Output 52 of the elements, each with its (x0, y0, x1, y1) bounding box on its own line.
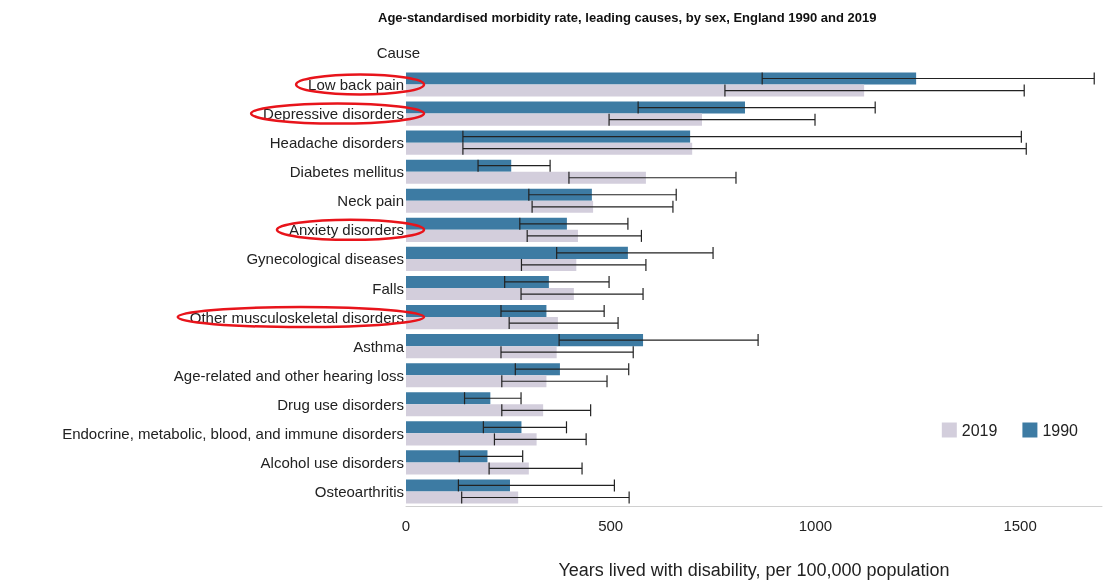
bar (406, 217, 567, 230)
bar (406, 113, 702, 126)
bar (406, 101, 745, 114)
bar (406, 188, 592, 201)
bar (406, 275, 549, 288)
y-tick-label: Low back pain (308, 76, 404, 94)
bar (406, 258, 577, 271)
bar (406, 346, 557, 359)
bar (406, 288, 574, 301)
y-tick-label: Falls (372, 279, 404, 297)
bar (406, 171, 646, 184)
bar (406, 433, 537, 446)
bar (406, 317, 558, 330)
bar (406, 404, 544, 417)
bar (406, 246, 628, 259)
legend-label: 1990 (1042, 421, 1079, 439)
legend-label: 2019 (961, 421, 998, 439)
bar (406, 72, 917, 85)
y-tick-label: Age-related and other hearing loss (173, 366, 404, 384)
bar (406, 159, 512, 172)
y-tick-label: Alcohol use disorders (260, 453, 404, 471)
bar (406, 479, 510, 492)
x-tick-label: 1500 (1003, 517, 1037, 534)
bar (406, 421, 522, 434)
x-tick-label: 500 (598, 517, 624, 534)
x-axis-title: Years lived with disability, per 100,000 population (558, 560, 950, 580)
x-tick-label: 0 (401, 517, 411, 534)
y-tick-label: Headache disorders (269, 134, 404, 152)
y-tick-label: Endocrine, metabolic, blood, and immune disorders (62, 424, 404, 442)
y-tick-label: Gynecological diseases (246, 250, 404, 268)
bar (406, 334, 644, 347)
y-tick-label: Drug use disorders (277, 395, 404, 413)
y-tick-label: Asthma (353, 337, 405, 355)
y-tick-label: Depressive disorders (263, 105, 404, 123)
bar (406, 491, 519, 504)
bar (406, 363, 560, 376)
y-tick-label: Osteoarthritis (314, 482, 404, 500)
bar (406, 200, 594, 213)
chart-title: Age-standardised morbidity rate, leading causes, by sex, England 1990 and 2019 (378, 10, 877, 25)
bar (406, 142, 693, 155)
bar (406, 392, 491, 405)
y-tick-label: Neck pain (337, 192, 404, 210)
bar (406, 84, 865, 97)
bar (406, 229, 578, 242)
y-tick-label: Diabetes mellitus (289, 163, 404, 181)
bar (406, 130, 691, 143)
x-tick-label: 1000 (798, 517, 833, 534)
y-axis-title: Cause (376, 44, 420, 61)
bar (406, 450, 488, 463)
bar (406, 462, 529, 475)
y-tick-label: Anxiety disorders (288, 221, 404, 239)
bar (406, 375, 547, 388)
